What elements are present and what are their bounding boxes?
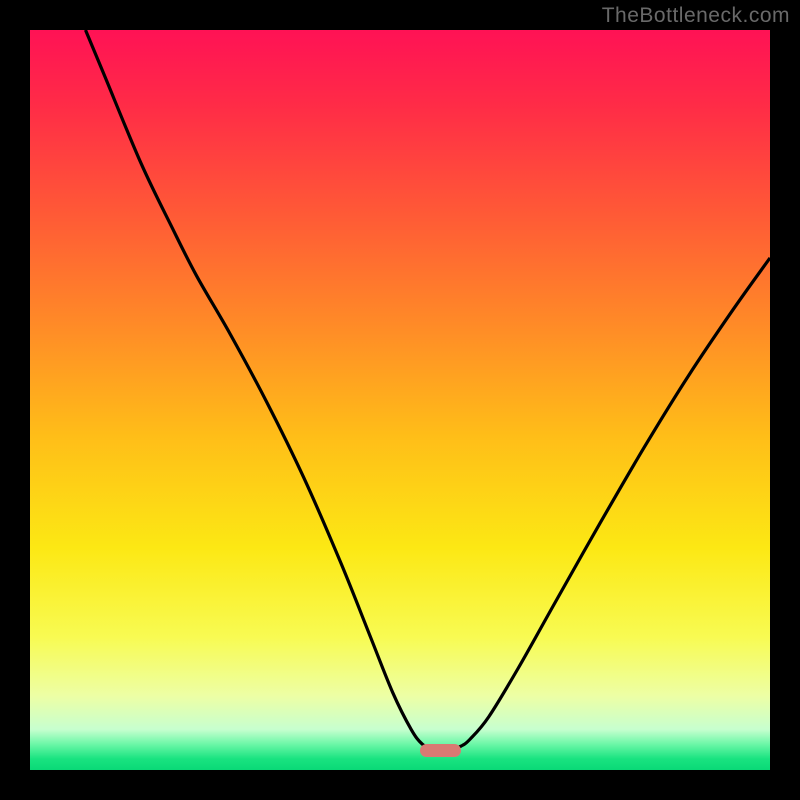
- chart-container: TheBottleneck.com: [0, 0, 800, 800]
- bottleneck-chart: [30, 30, 770, 770]
- optimal-marker: [420, 744, 461, 757]
- watermark-text: TheBottleneck.com: [602, 4, 790, 28]
- chart-area: [30, 30, 770, 770]
- gradient-background: [30, 30, 770, 770]
